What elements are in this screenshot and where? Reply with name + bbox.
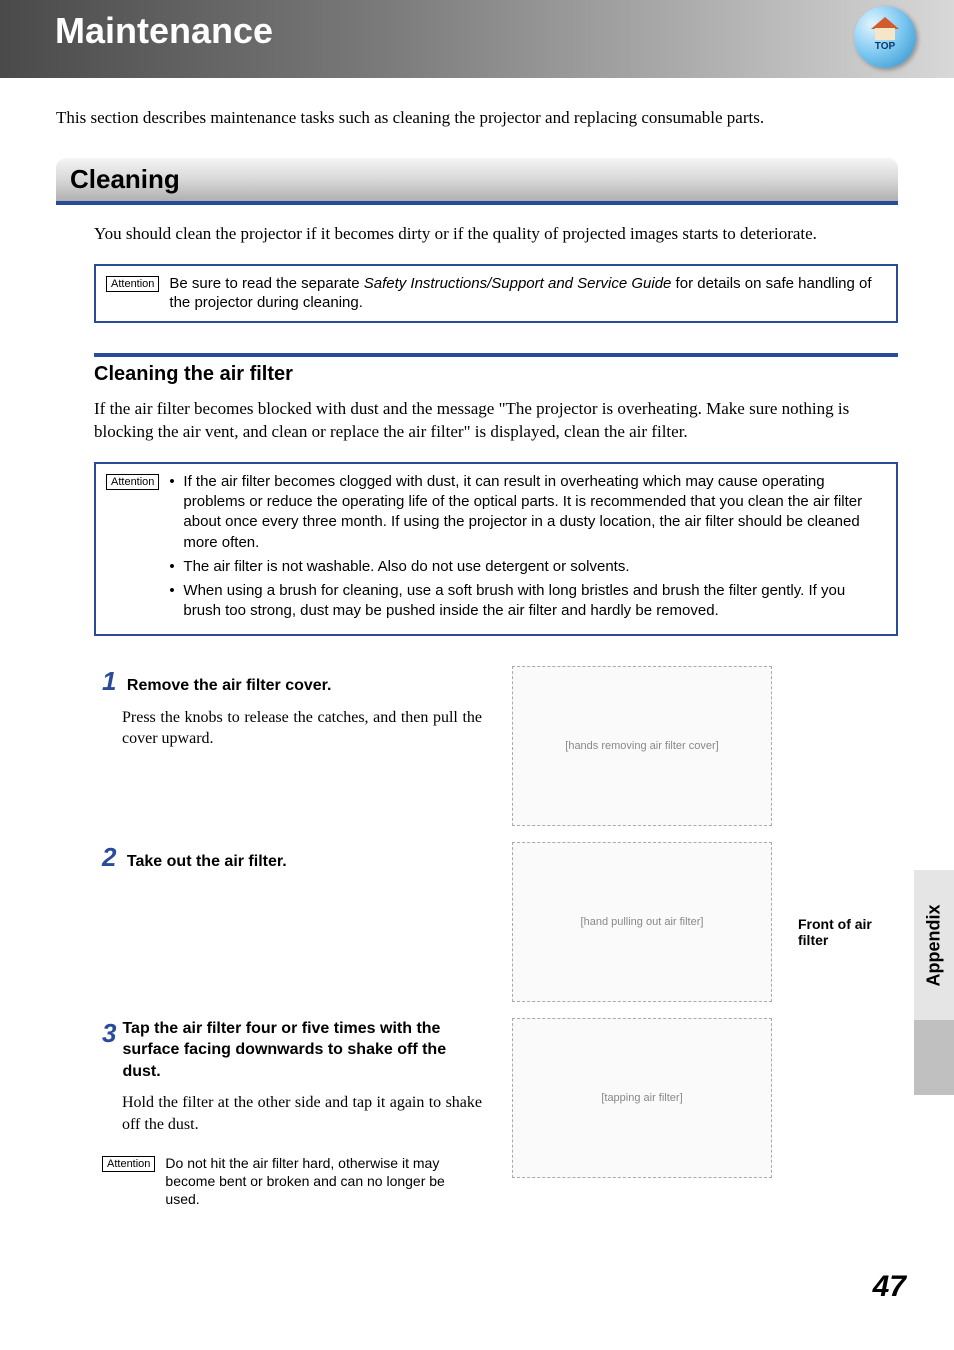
step-3-illustration: [tapping air filter]	[512, 1018, 772, 1178]
step-3-desc: Hold the filter at the other side and ta…	[102, 1092, 482, 1135]
attention-box-1: Attention Be sure to read the separate S…	[94, 264, 898, 323]
step-1-header: 1 Remove the air filter cover.	[102, 666, 482, 697]
front-of-filter-label: Front of air filter	[798, 916, 878, 950]
attention-label: Attention	[106, 474, 159, 490]
section-intro-text: You should clean the projector if it bec…	[94, 223, 898, 246]
page-content: This section describes maintenance tasks…	[0, 78, 954, 1208]
step-1-number: 1	[102, 666, 116, 697]
side-tab-blank	[914, 1020, 954, 1095]
attention-item-0: If the air filter becomes clogged with d…	[169, 472, 886, 553]
step-2-illustration: [hand pulling out air filter]	[512, 842, 772, 1002]
step-2-figure: [hand pulling out air filter] Front of a…	[502, 842, 898, 1002]
attention1-italic: Safety Instructions/Support and Service …	[364, 275, 672, 292]
step-1-illustration: [hands removing air filter cover]	[512, 666, 772, 826]
step-3: 3 Tap the air filter four or five times …	[94, 1018, 898, 1209]
attention-text-1: Be sure to read the separate Safety Inst…	[169, 274, 886, 313]
side-tab-appendix[interactable]: Appendix	[914, 870, 954, 1020]
step-2-text: 2 Take out the air filter.	[102, 842, 502, 1002]
page-title: Maintenance	[55, 10, 954, 52]
intro-paragraph: This section describes maintenance tasks…	[56, 108, 898, 128]
top-nav-icon[interactable]: TOP	[854, 6, 916, 68]
attention-label: Attention	[106, 276, 159, 292]
subsection-intro-text: If the air filter becomes blocked with d…	[94, 398, 898, 444]
step-3-text: 3 Tap the air filter four or five times …	[102, 1018, 502, 1209]
attention-item-1: The air filter is not washable. Also do …	[169, 557, 886, 577]
attention-box-3: Attention Do not hit the air filter hard…	[102, 1154, 482, 1209]
step-2: 2 Take out the air filter. [hand pulling…	[94, 842, 898, 1002]
step-2-title: Take out the air filter.	[127, 853, 287, 870]
page-number: 47	[873, 1270, 906, 1304]
section-heading-cleaning: Cleaning	[56, 158, 898, 205]
subsection-heading-air-filter: Cleaning the air filter	[94, 353, 898, 386]
step-3-figure: [tapping air filter]	[502, 1018, 898, 1209]
step-1-desc: Press the knobs to release the catches, …	[102, 707, 482, 750]
attention-box-2: Attention If the air filter becomes clog…	[94, 462, 898, 636]
side-tab-label: Appendix	[924, 904, 945, 986]
attention1-prefix: Be sure to read the separate	[169, 275, 363, 292]
step-1-title: Remove the air filter cover.	[127, 677, 332, 694]
step-3-title: Tap the air filter four or five times wi…	[122, 1018, 482, 1083]
step-3-number: 3	[102, 1018, 116, 1083]
section-body: You should clean the projector if it bec…	[56, 223, 898, 1208]
home-icon: TOP	[854, 6, 916, 68]
step-2-number: 2	[102, 842, 116, 873]
page-header: Maintenance TOP	[0, 0, 954, 78]
step-1: 1 Remove the air filter cover. Press the…	[94, 666, 898, 826]
step-1-figure: [hands removing air filter cover]	[502, 666, 898, 826]
step-2-header: 2 Take out the air filter.	[102, 842, 482, 873]
house-body-icon	[875, 28, 895, 40]
step-3-header: 3 Tap the air filter four or five times …	[102, 1018, 482, 1083]
attention-item-2: When using a brush for cleaning, use a s…	[169, 581, 886, 622]
step-1-text: 1 Remove the air filter cover. Press the…	[102, 666, 502, 826]
attention-list: If the air filter becomes clogged with d…	[169, 472, 886, 626]
attention-label: Attention	[102, 1156, 155, 1172]
attention-text-3: Do not hit the air filter hard, otherwis…	[165, 1154, 482, 1209]
top-icon-label: TOP	[875, 41, 895, 52]
